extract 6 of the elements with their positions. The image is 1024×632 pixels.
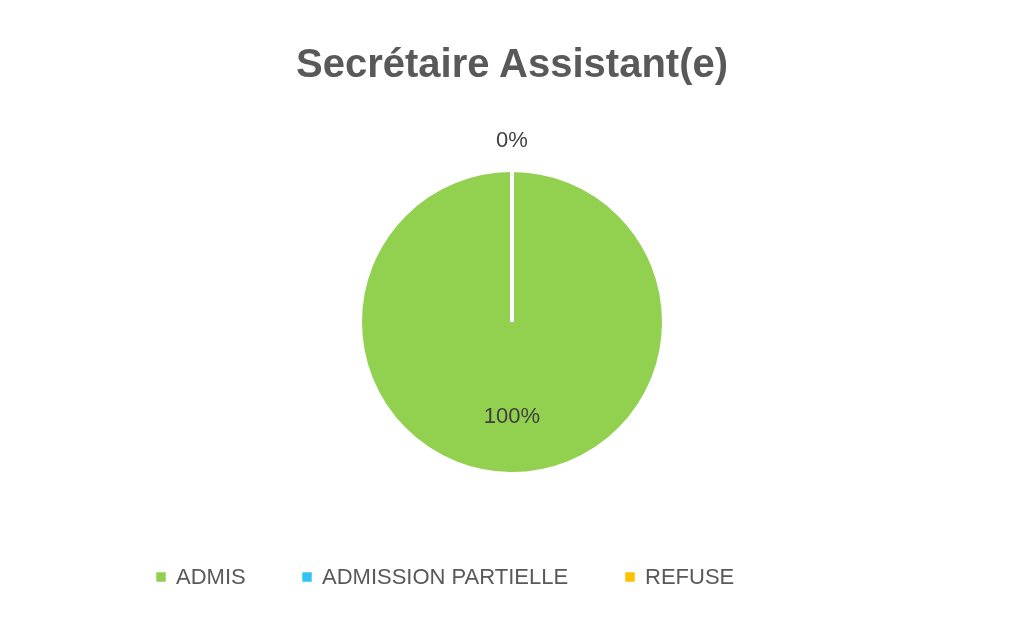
legend-label: ADMISSION PARTIELLE [322, 564, 569, 589]
legend-label: ADMIS [176, 564, 246, 589]
data-label: 100% [483, 403, 541, 429]
legend-label: REFUSE [645, 564, 735, 589]
chart-title: Secrétaire Assistant(e) [295, 41, 729, 85]
text: 0% [496, 127, 528, 152]
